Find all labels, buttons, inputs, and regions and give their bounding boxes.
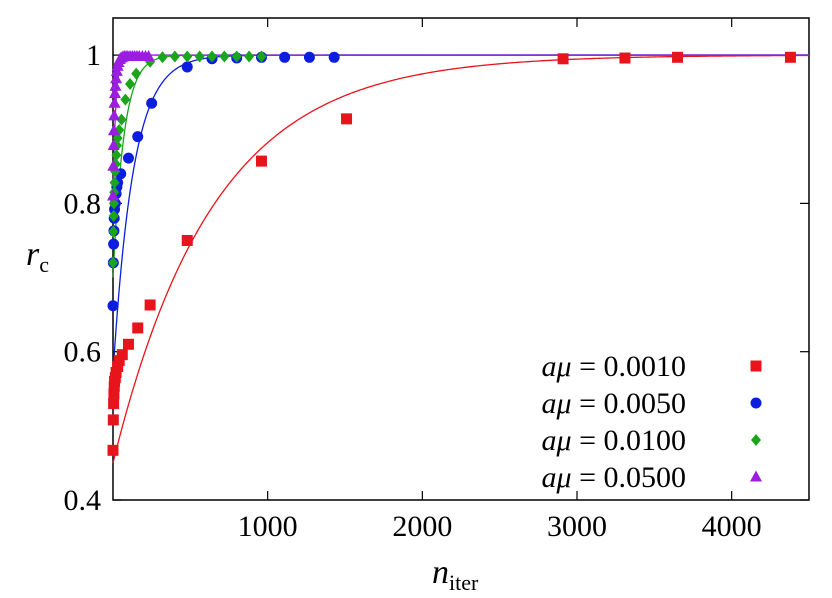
data-point <box>109 176 120 189</box>
data-point <box>113 355 125 367</box>
data-point <box>112 361 124 373</box>
data-point <box>303 51 315 63</box>
data-point <box>108 238 120 250</box>
data-point <box>120 93 131 106</box>
data-point <box>279 51 291 63</box>
data-markers <box>107 50 796 456</box>
data-point <box>107 159 120 171</box>
data-point <box>110 72 123 84</box>
data-point <box>108 256 118 269</box>
data-point <box>107 300 119 312</box>
data-point <box>108 225 119 238</box>
data-point <box>328 51 340 63</box>
data-point <box>108 109 121 121</box>
fit-curve <box>112 54 809 374</box>
legend-entry-label: aμ = 0.0500 <box>542 461 686 494</box>
data-point <box>110 366 122 378</box>
legend-entry-label: aμ = 0.0100 <box>542 424 686 457</box>
data-point <box>194 50 205 63</box>
y-tick-label: 1 <box>86 39 101 72</box>
legend-marker <box>750 397 762 409</box>
legend: aμ = 0.0010 aμ = 0.0050 aμ = 0.0100 aμ = 0.… <box>542 350 762 494</box>
data-point <box>108 388 120 400</box>
ticks: 1000 2000 3000 4000 0.4 0.6 0.8 1 <box>64 18 809 543</box>
data-point <box>107 139 120 151</box>
plot-frame <box>112 17 810 501</box>
x-tick-label: 2000 <box>392 510 452 543</box>
data-point <box>206 50 217 63</box>
data-point <box>107 444 119 456</box>
data-point <box>109 79 122 91</box>
data-point <box>122 152 134 164</box>
y-tick-label: 0.4 <box>64 484 102 517</box>
legend-marker <box>750 470 762 482</box>
data-point <box>784 51 796 63</box>
data-point <box>244 50 255 63</box>
data-point <box>219 50 230 63</box>
data-point <box>142 50 155 62</box>
data-point <box>341 113 353 125</box>
data-point <box>108 209 119 222</box>
data-point <box>181 61 193 73</box>
data-point <box>256 50 267 63</box>
data-point <box>144 299 156 311</box>
data-point <box>181 234 193 246</box>
data-point <box>132 131 144 143</box>
legend-marker <box>750 360 762 372</box>
y-tick-label: 0.8 <box>64 187 102 220</box>
data-point <box>157 51 168 64</box>
data-point <box>619 52 631 64</box>
data-point <box>107 124 120 136</box>
data-point <box>108 398 120 410</box>
y-tick-label: 0.6 <box>64 336 102 369</box>
data-point <box>109 87 122 99</box>
x-axis-label: niter <box>432 554 479 595</box>
x-tick-label: 1000 <box>238 510 298 543</box>
x-tick-label: 4000 <box>702 510 762 543</box>
y-axis-label: rc <box>26 236 49 277</box>
legend-entry-label: aμ = 0.0050 <box>542 387 686 420</box>
data-point <box>131 67 142 80</box>
data-point <box>107 414 119 426</box>
data-point <box>672 51 684 63</box>
data-point <box>107 189 119 201</box>
data-point <box>132 322 144 334</box>
data-point <box>111 149 122 162</box>
legend-entry-label: aμ = 0.0010 <box>542 350 686 383</box>
data-point <box>116 113 127 126</box>
fit-curve <box>112 54 809 196</box>
data-point <box>255 155 267 167</box>
data-point <box>125 77 136 90</box>
fit-curves <box>112 54 810 464</box>
fit-curve <box>112 54 810 464</box>
data-point <box>557 53 569 65</box>
legend-marker <box>751 434 761 446</box>
data-point <box>116 349 128 361</box>
x-tick-label: 3000 <box>547 510 607 543</box>
fit-curve <box>112 54 809 278</box>
data-point <box>182 50 193 63</box>
data-point <box>108 96 121 108</box>
data-point <box>122 338 134 350</box>
data-point <box>169 50 180 63</box>
data-point <box>146 97 158 109</box>
data-point <box>231 50 242 63</box>
